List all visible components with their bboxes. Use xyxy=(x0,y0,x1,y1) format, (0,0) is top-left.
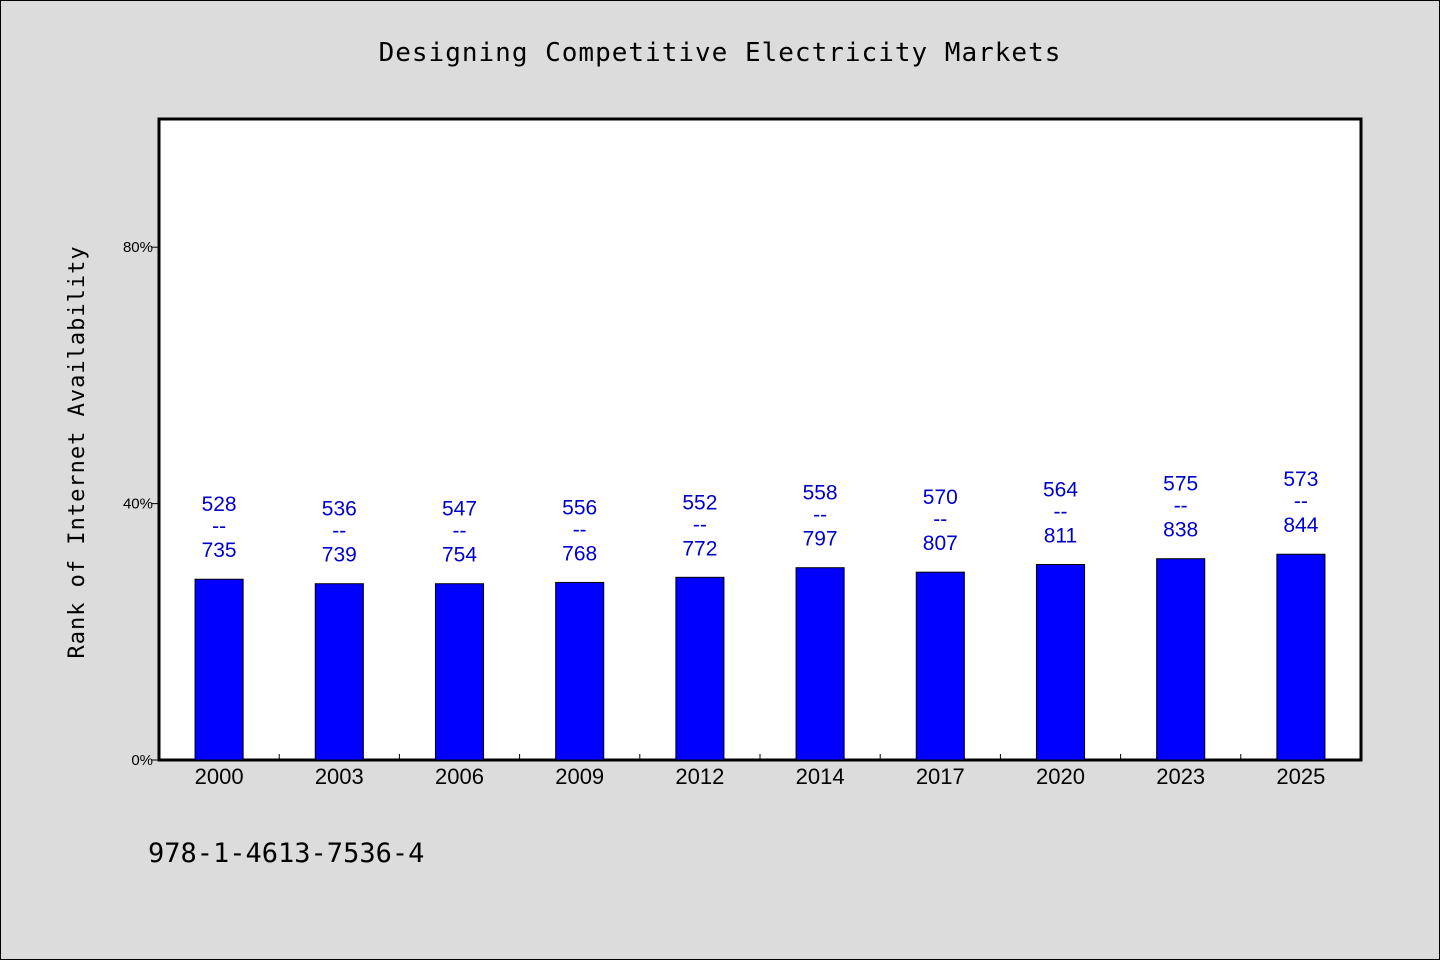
x-tick-label: 2012 xyxy=(675,764,724,789)
y-tick-label: 80% xyxy=(123,239,153,256)
bar-2003 xyxy=(314,583,364,761)
data-label-top: 558 xyxy=(803,482,838,505)
x-tick-label: 2020 xyxy=(1036,764,1085,789)
data-label-top: 547 xyxy=(442,498,477,521)
data-label-bottom: 735 xyxy=(202,539,237,562)
data-label-sep: -- xyxy=(332,520,346,543)
chart-title: Designing Competitive Electricity Market… xyxy=(379,38,1062,68)
data-label-sep: -- xyxy=(693,513,707,536)
data-label-top: 528 xyxy=(202,493,237,516)
data-label-bottom: 739 xyxy=(322,544,357,567)
data-label-top: 536 xyxy=(322,498,357,521)
y-tick-label: 0% xyxy=(131,752,153,769)
bar-2000 xyxy=(194,578,244,761)
data-label-top: 564 xyxy=(1043,478,1078,501)
data-label-bottom: 838 xyxy=(1163,519,1198,542)
x-tick-label: 2023 xyxy=(1156,764,1205,789)
bar-2006 xyxy=(434,583,485,761)
footnote-isbn: 978-1-4613-7536-4 xyxy=(148,838,424,869)
bars xyxy=(194,553,1326,761)
bar-2012 xyxy=(675,576,725,761)
data-label-bottom: 772 xyxy=(682,537,717,560)
data-labels: 528--735536--739547--754556--768552--772… xyxy=(202,468,1319,566)
bar-2009 xyxy=(555,581,605,761)
data-label-top: 556 xyxy=(562,496,597,519)
data-label-sep: -- xyxy=(933,508,947,531)
y-axis-label: Rank of Internet Availability xyxy=(65,245,90,658)
data-label-bottom: 797 xyxy=(803,528,838,551)
data-label-sep: -- xyxy=(1294,490,1308,513)
data-label-bottom: 768 xyxy=(562,542,597,565)
bar-2025 xyxy=(1276,553,1326,761)
x-tick-label: 2009 xyxy=(555,764,604,789)
data-label-sep: -- xyxy=(1054,500,1068,523)
data-label-bottom: 844 xyxy=(1283,514,1318,537)
data-label-sep: -- xyxy=(212,515,226,538)
data-label-top: 552 xyxy=(682,491,717,514)
x-tick-label: 2014 xyxy=(796,764,845,789)
y-tick-label: 40% xyxy=(123,496,153,513)
x-tick-label: 2003 xyxy=(315,764,364,789)
data-label-bottom: 754 xyxy=(442,544,477,567)
data-label-top: 575 xyxy=(1163,473,1198,496)
bar-2020 xyxy=(1035,563,1086,761)
bar-2023 xyxy=(1156,558,1206,761)
x-axis: 2000 2003 2006 2009 2012 2014 2017 2020 2023 2025 xyxy=(195,754,1325,789)
x-tick-label: 2025 xyxy=(1276,764,1325,789)
x-tick-label: 2000 xyxy=(195,764,244,789)
data-label-bottom: 811 xyxy=(1044,524,1077,547)
data-label-sep: -- xyxy=(573,518,587,541)
data-label-bottom: 807 xyxy=(923,532,958,555)
x-tick-label: 2017 xyxy=(916,764,965,789)
data-label-top: 570 xyxy=(923,486,958,509)
data-label-top: 573 xyxy=(1283,468,1318,491)
data-label-sep: -- xyxy=(453,520,467,543)
bar-2014 xyxy=(795,567,845,761)
data-label-sep: -- xyxy=(813,504,827,527)
x-tick-label: 2006 xyxy=(435,764,484,789)
data-label-sep: -- xyxy=(1174,495,1188,518)
bar-2017 xyxy=(915,571,965,761)
y-axis: 0% 40% 80% xyxy=(123,239,159,769)
